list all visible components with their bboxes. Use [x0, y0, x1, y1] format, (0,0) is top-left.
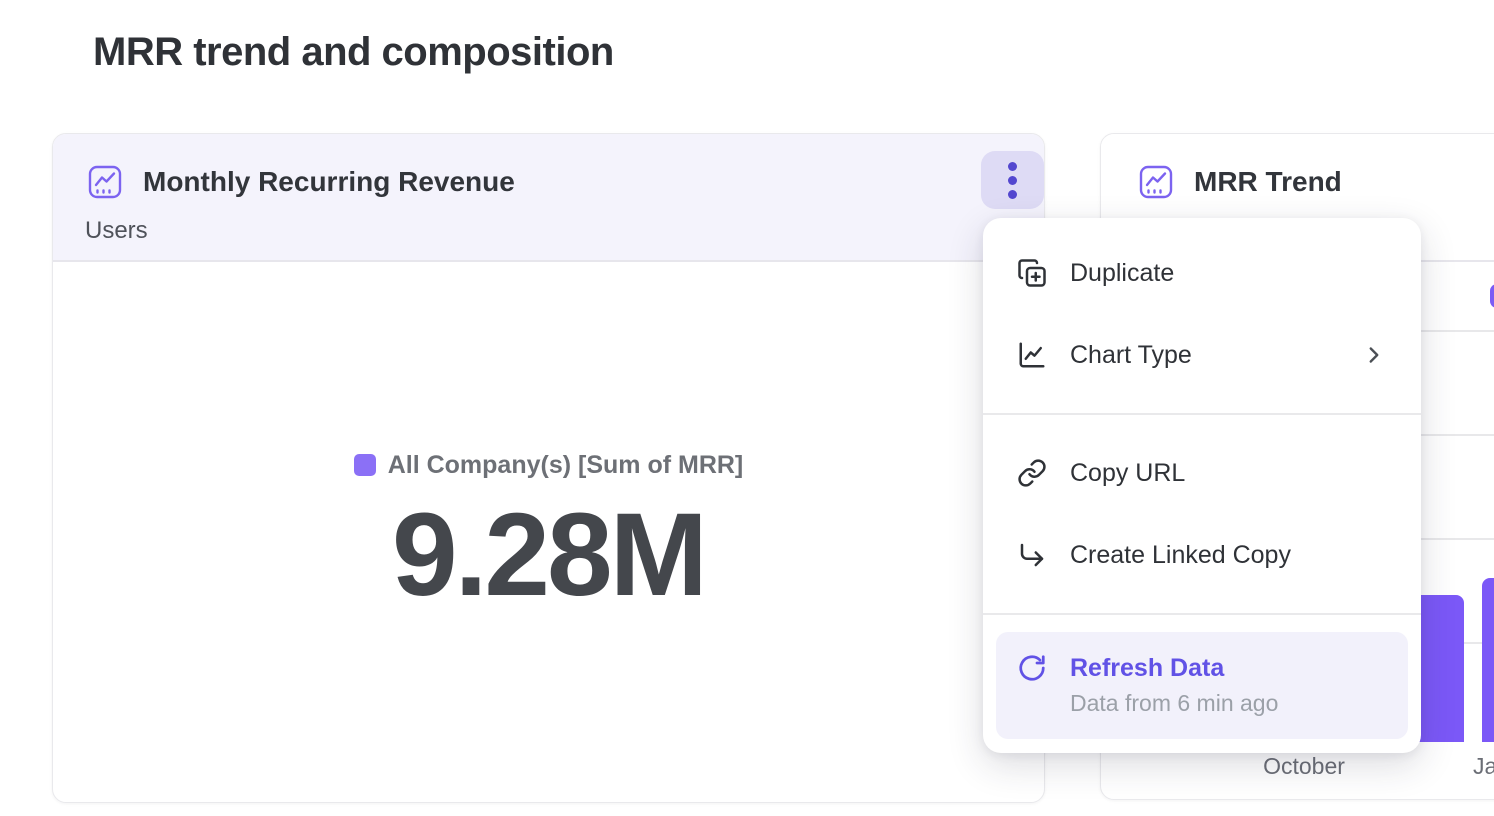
menu-item-refresh-data[interactable]: Refresh Data Data from 6 min ago	[996, 632, 1408, 739]
card-title: MRR Trend	[1194, 166, 1342, 197]
refresh-status-text: Data from 6 min ago	[1070, 690, 1279, 716]
menu-item-copy-url[interactable]: Copy URL	[983, 432, 1421, 514]
menu-divider	[983, 413, 1421, 415]
more-options-button[interactable]	[981, 151, 1044, 209]
legend-label: All Company(s) [Sum of MRR]	[387, 450, 744, 479]
linked-copy-icon	[1017, 540, 1047, 570]
duplicate-icon	[1017, 258, 1047, 288]
metric-value: 9.28M	[392, 488, 708, 621]
link-icon	[1017, 458, 1047, 488]
menu-item-chart-type[interactable]: Chart Type	[983, 314, 1421, 396]
legend-swatch	[353, 454, 376, 476]
mrr-card-header: Monthly Recurring Revenue Users	[53, 134, 1044, 262]
card-subtitle: Users	[85, 217, 148, 244]
page-title: MRR trend and composition	[93, 30, 614, 74]
chart-icon	[1138, 164, 1174, 200]
legend-swatch	[1490, 284, 1494, 308]
big-number-chart: All Company(s) [Sum of MRR] 9.28M	[53, 262, 1044, 802]
x-axis-label: October	[1263, 753, 1345, 779]
legend: All Company(s) [Sum of MRR]	[353, 450, 744, 480]
menu-item-duplicate[interactable]: Duplicate	[983, 232, 1421, 314]
menu-divider	[983, 613, 1421, 615]
kebab-menu-icon	[1008, 161, 1017, 171]
menu-item-create-linked-copy[interactable]: Create Linked Copy	[983, 514, 1421, 596]
chart-icon	[87, 164, 123, 200]
x-axis-label: Ja	[1473, 753, 1494, 779]
refresh-icon	[1017, 653, 1047, 683]
mrr-card: Monthly Recurring Revenue Users All Comp…	[52, 133, 1045, 803]
bar[interactable]	[1482, 578, 1494, 742]
chart-type-icon	[1017, 340, 1047, 370]
card-title: Monthly Recurring Revenue	[143, 166, 515, 197]
card-context-menu: Duplicate Chart Type Copy URL	[983, 218, 1421, 753]
chevron-right-icon	[1361, 342, 1387, 368]
